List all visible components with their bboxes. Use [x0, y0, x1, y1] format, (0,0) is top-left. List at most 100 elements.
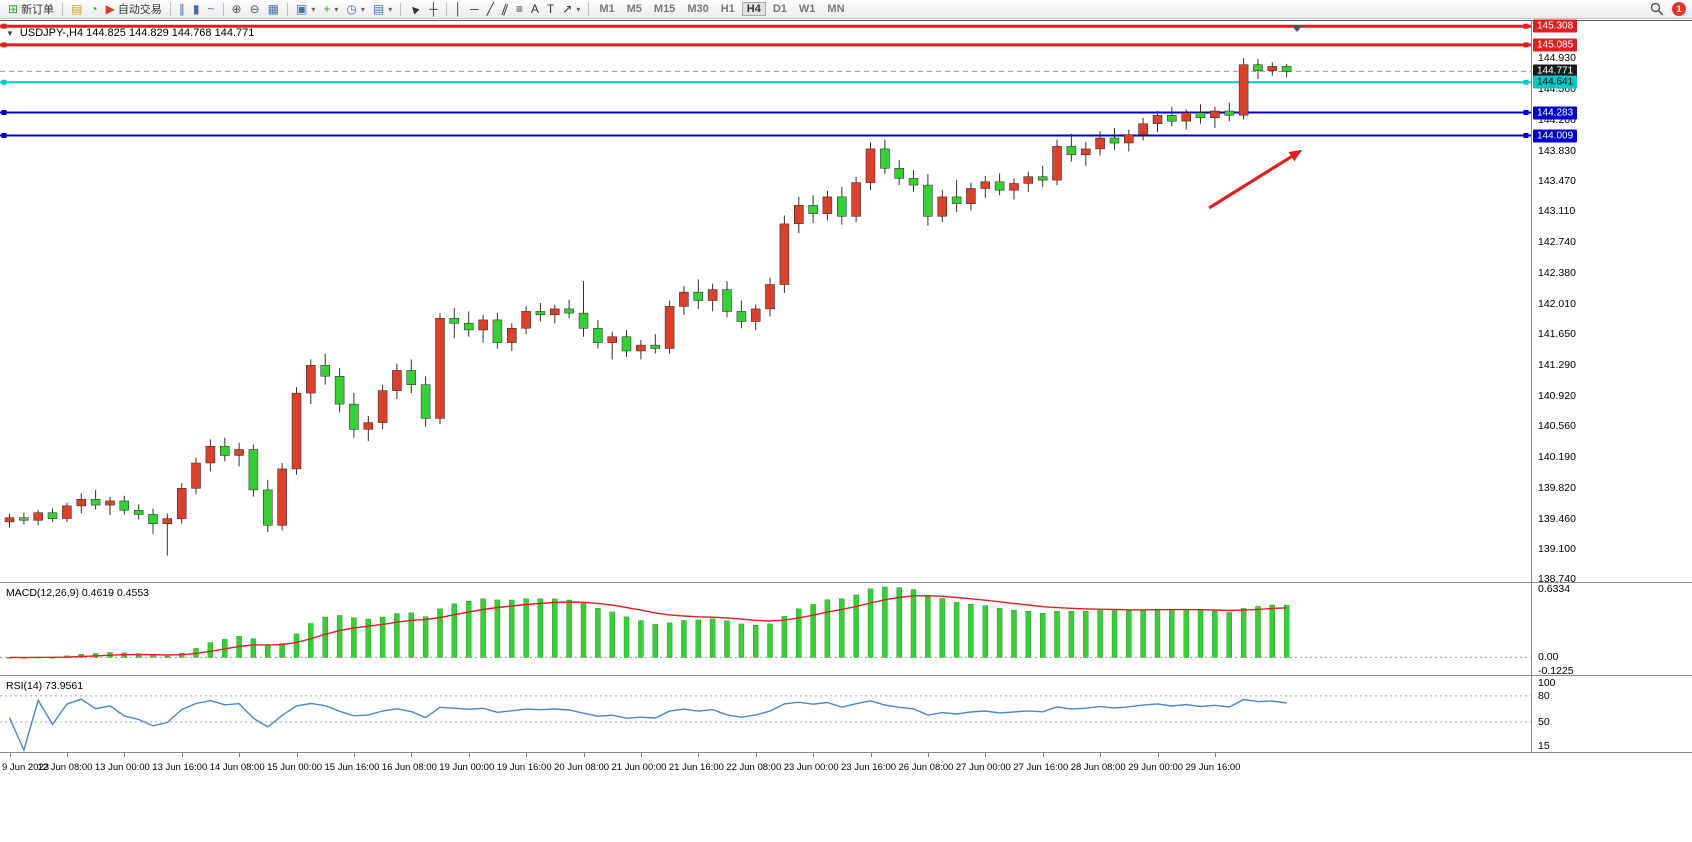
timeframe-mn-button[interactable]: MN	[827, 3, 845, 15]
timeframe-h4-button[interactable]: H4	[741, 2, 766, 16]
line-handle[interactable]	[1, 133, 7, 138]
data-window-button[interactable]: ◔	[86, 1, 101, 18]
candle	[1138, 123, 1148, 135]
horizontal-line-button[interactable]: ─	[466, 1, 483, 18]
line-handle[interactable]	[1, 23, 7, 29]
indicators-button[interactable]: + ▾	[319, 1, 342, 18]
text-button[interactable]: A	[527, 1, 543, 18]
macd-histogram-bar	[767, 623, 773, 658]
time-axis-label: 23 Jun 00:00	[783, 762, 839, 773]
candle	[377, 390, 388, 423]
candle	[1195, 112, 1206, 119]
candle	[1210, 110, 1220, 118]
price-axis-label: 142.380	[1538, 266, 1576, 279]
candle	[937, 196, 948, 217]
macd-surface[interactable]	[0, 583, 1531, 675]
price-axis-label: 141.650	[1538, 328, 1576, 341]
macd-histogram-bar	[882, 586, 888, 658]
candlestick-mode-button[interactable]: ▮	[189, 1, 204, 18]
macd-histogram-bar	[494, 599, 501, 658]
candle	[507, 328, 517, 343]
price-chart-pane: ▼ USDJPY-,H4 144.825 144.829 144.768 144…	[0, 19, 1692, 585]
bar-chart-mode-button[interactable]: ∥	[175, 1, 189, 18]
line-handle[interactable]	[1523, 42, 1529, 48]
macd-histogram-bar	[207, 642, 214, 658]
new-order-button[interactable]: ⊞ 新订单	[4, 1, 58, 18]
autotrading-icon: ▶	[105, 2, 115, 16]
price-chart-surface[interactable]	[0, 21, 1531, 582]
time-axis[interactable]: 9 Jun 2023 12 Jun 08:00 13 Jun 00:00 13 Jun…	[0, 752, 1692, 780]
candle	[320, 365, 330, 377]
candle	[851, 182, 861, 217]
time-axis-label: 21 Jun 16:00	[668, 762, 724, 773]
line-handle[interactable]	[1, 42, 7, 48]
trendline-button[interactable]: ╱	[483, 1, 498, 18]
timeframe-h1-button[interactable]: H1	[720, 3, 735, 15]
timeframe-m30-button[interactable]: M30	[687, 3, 709, 15]
line-handle[interactable]	[1523, 133, 1529, 138]
time-axis-label: 13 Jun 00:00	[94, 762, 150, 773]
line-handle[interactable]	[1, 79, 7, 85]
vertical-line-button[interactable]: │	[451, 1, 467, 18]
macd-histogram-bar	[1054, 611, 1060, 658]
timeframe-w1-button[interactable]: W1	[798, 3, 816, 15]
candle	[765, 284, 775, 310]
templates-button[interactable]: ▤ ▾	[369, 1, 396, 18]
macd-histogram-bar	[336, 615, 343, 658]
time-axis-tick	[1157, 753, 1159, 757]
charts-profile-button[interactable]: ▤	[67, 1, 86, 18]
macd-histogram-bar	[1140, 609, 1146, 658]
text-label-icon: T	[546, 2, 555, 16]
pane-separator[interactable]	[0, 582, 1692, 583]
line-handle[interactable]	[1523, 23, 1529, 29]
rsi-surface[interactable]	[0, 676, 1531, 752]
search-icon[interactable]	[1650, 2, 1664, 16]
notification-badge[interactable]: 1	[1672, 2, 1686, 16]
candle	[923, 184, 933, 217]
timeframe-m5-button[interactable]: M5	[626, 3, 642, 15]
macd-pane: MACD(12,26,9) 0.4619 0.4553 0.6334 0.00 -0…	[0, 583, 1692, 677]
macd-histogram-bar	[925, 595, 931, 658]
tile-windows-button[interactable]: ▦	[264, 1, 283, 18]
cursor-button[interactable]: ◄	[405, 0, 425, 19]
candle	[1224, 110, 1235, 116]
timeframe-d1-button[interactable]: D1	[772, 3, 787, 15]
candle	[650, 344, 661, 349]
macd-histogram-bar	[164, 655, 171, 658]
arrows-tool-button[interactable]: ↗ ▾	[558, 1, 584, 18]
zoom-out-button[interactable]: ⊖	[246, 1, 264, 18]
timeframe-m1-button[interactable]: M1	[599, 3, 615, 15]
timeframe-m15-button[interactable]: M15	[653, 3, 676, 15]
periods-button[interactable]: ◷ ▾	[342, 1, 369, 18]
collapse-chart-icon[interactable]: ▼	[6, 28, 14, 38]
macd-histogram-bar	[408, 612, 414, 658]
candle	[191, 462, 201, 489]
text-label-button[interactable]: T	[543, 1, 558, 18]
macd-histogram-bar	[638, 620, 644, 658]
crosshair-button[interactable]: ┼	[425, 1, 442, 18]
autotrading-button[interactable]: ▶ 自动交易	[102, 1, 166, 18]
trendline-icon: ╱	[486, 2, 494, 16]
equidistant-channel-button[interactable]: ∥	[498, 1, 512, 18]
candle	[736, 311, 747, 322]
macd-histogram-bar	[1226, 612, 1233, 658]
price-tag: 145.085	[1533, 38, 1578, 52]
line-handle[interactable]	[1523, 110, 1529, 115]
macd-histogram-bar	[265, 644, 271, 658]
fibonacci-button[interactable]: ≡	[512, 1, 527, 18]
line-handle[interactable]	[1, 110, 7, 115]
annotation-arrow-head[interactable]	[1288, 149, 1303, 162]
macd-histogram-bar	[953, 602, 960, 658]
cursor-icon: ◄	[406, 0, 425, 19]
chart-shift-marker[interactable]	[1291, 25, 1303, 32]
annotation-arrow[interactable]	[1208, 155, 1293, 210]
macd-histogram-bar	[1039, 613, 1046, 658]
new-chart-button[interactable]: ▣ ▾	[292, 1, 319, 18]
line-handle[interactable]	[1523, 79, 1529, 85]
zoom-in-button[interactable]: ⊕	[228, 1, 246, 18]
pane-separator[interactable]	[0, 675, 1692, 676]
price-axis-label: 141.290	[1538, 358, 1576, 371]
line-chart-mode-button[interactable]: ~	[204, 1, 219, 18]
crosshair-icon: ┼	[429, 2, 438, 16]
candle	[1181, 112, 1191, 122]
